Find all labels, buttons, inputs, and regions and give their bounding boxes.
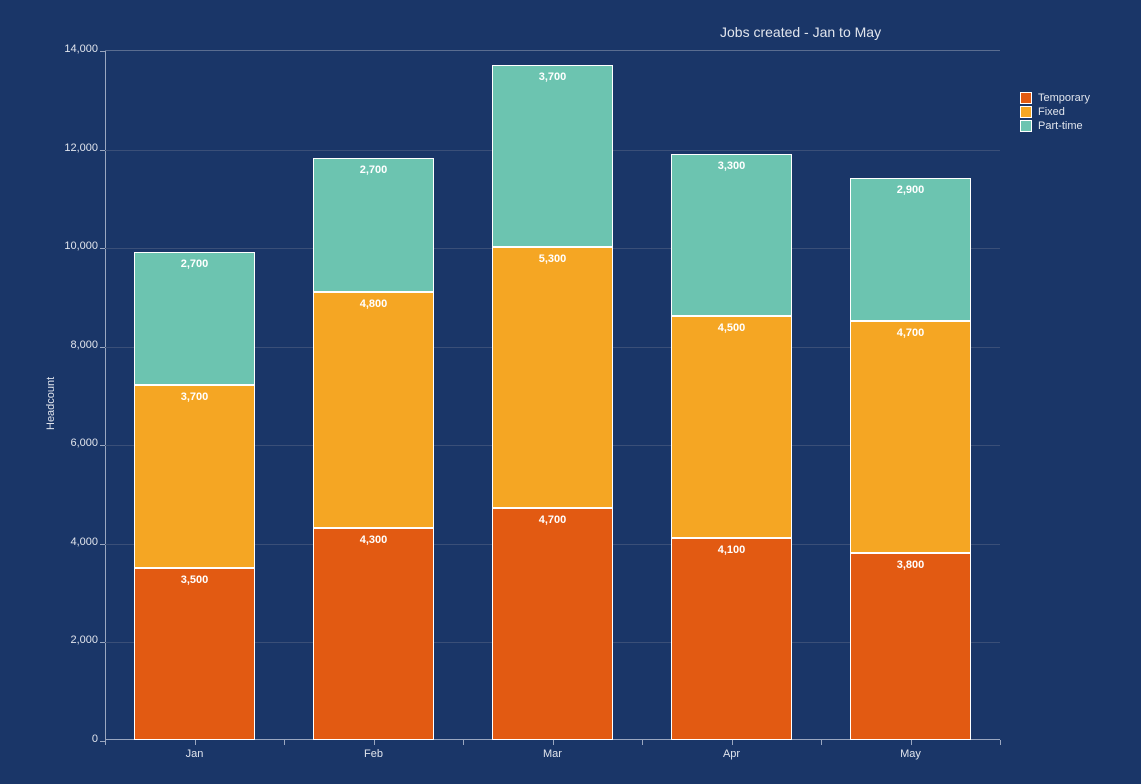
bar-value-label: 4,700 [492, 514, 614, 526]
y-axis-line [105, 51, 106, 740]
bar-segment-temporary [850, 553, 972, 740]
bar-value-label: 4,700 [850, 327, 972, 339]
bar-group: 3,500 3,700 2,700 [134, 252, 256, 740]
x-tick-mark [374, 740, 375, 745]
bar-segment-fixed [671, 316, 793, 538]
bar-group: 4,300 4,800 2,700 [313, 158, 435, 740]
x-tick-mark [105, 740, 106, 745]
x-tick-mark [821, 740, 822, 745]
bar-value-label: 2,900 [850, 184, 972, 196]
y-tick-label: 8,000 [50, 339, 98, 351]
bar-segment-temporary [313, 528, 435, 740]
bar-value-label: 3,700 [492, 71, 614, 83]
bar-value-label: 3,500 [134, 574, 256, 586]
y-tick-label: 10,000 [50, 240, 98, 252]
bar-segment-part-time [313, 158, 435, 291]
legend-item: Temporary [1020, 92, 1090, 104]
legend-swatch [1020, 92, 1032, 104]
y-tick-mark [100, 544, 105, 545]
x-tick-mark [195, 740, 196, 745]
y-tick-mark [100, 51, 105, 52]
bar-value-label: 2,700 [134, 258, 256, 270]
y-tick-label: 12,000 [50, 142, 98, 154]
bar-value-label: 4,500 [671, 322, 793, 334]
bar-segment-fixed [492, 247, 614, 508]
bar-segment-fixed [134, 385, 256, 567]
y-axis-label: Headcount [45, 377, 57, 430]
x-tick-mark [911, 740, 912, 745]
legend: Temporary Fixed Part-time [1020, 92, 1090, 134]
y-tick-mark [100, 150, 105, 151]
legend-item: Fixed [1020, 106, 1090, 118]
bar-segment-part-time [492, 65, 614, 247]
bar-segment-part-time [671, 154, 793, 317]
bar-value-label: 4,800 [313, 298, 435, 310]
x-tick-mark [642, 740, 643, 745]
bar-segment-fixed [313, 292, 435, 529]
y-tick-label: 6,000 [50, 437, 98, 449]
bar-group: 3,800 4,700 2,900 [850, 178, 972, 740]
legend-label: Part-time [1038, 120, 1083, 132]
legend-item: Part-time [1020, 120, 1090, 132]
legend-swatch [1020, 106, 1032, 118]
legend-label: Temporary [1038, 92, 1090, 104]
legend-swatch [1020, 120, 1032, 132]
x-tick-label: May [881, 748, 941, 760]
y-tick-label: 2,000 [50, 634, 98, 646]
bar-value-label: 4,100 [671, 544, 793, 556]
bar-group: 4,700 5,300 3,700 [492, 65, 614, 740]
y-tick-label: 0 [50, 733, 98, 745]
bar-group: 4,100 4,500 3,300 [671, 154, 793, 741]
bar-value-label: 3,800 [850, 559, 972, 571]
bar-segment-temporary [492, 508, 614, 740]
bar-segment-part-time [850, 178, 972, 321]
x-tick-label: Mar [523, 748, 583, 760]
y-tick-label: 14,000 [50, 43, 98, 55]
x-tick-mark [732, 740, 733, 745]
legend-label: Fixed [1038, 106, 1065, 118]
plot-area: 3,500 3,700 2,700 4,300 4,800 2,700 4,700 5,300… [105, 50, 1000, 740]
bar-segment-temporary [134, 568, 256, 741]
y-tick-mark [100, 347, 105, 348]
x-tick-mark [1000, 740, 1001, 745]
x-tick-label: Feb [344, 748, 404, 760]
bar-segment-temporary [671, 538, 793, 740]
bar-value-label: 2,700 [313, 164, 435, 176]
bar-value-label: 3,700 [134, 391, 256, 403]
y-tick-label: 4,000 [50, 536, 98, 548]
bar-segment-fixed [850, 321, 972, 553]
bar-value-label: 3,300 [671, 160, 793, 172]
x-tick-mark [284, 740, 285, 745]
x-tick-label: Apr [702, 748, 762, 760]
y-tick-mark [100, 445, 105, 446]
bar-segment-part-time [134, 252, 256, 385]
chart-container: Jobs created - Jan to May Headcount 3,50… [0, 0, 1141, 784]
bar-value-label: 5,300 [492, 253, 614, 265]
bar-value-label: 4,300 [313, 534, 435, 546]
chart-title: Jobs created - Jan to May [720, 24, 881, 40]
x-tick-mark [463, 740, 464, 745]
x-tick-mark [553, 740, 554, 745]
x-tick-label: Jan [165, 748, 225, 760]
y-tick-mark [100, 248, 105, 249]
y-tick-mark [100, 642, 105, 643]
